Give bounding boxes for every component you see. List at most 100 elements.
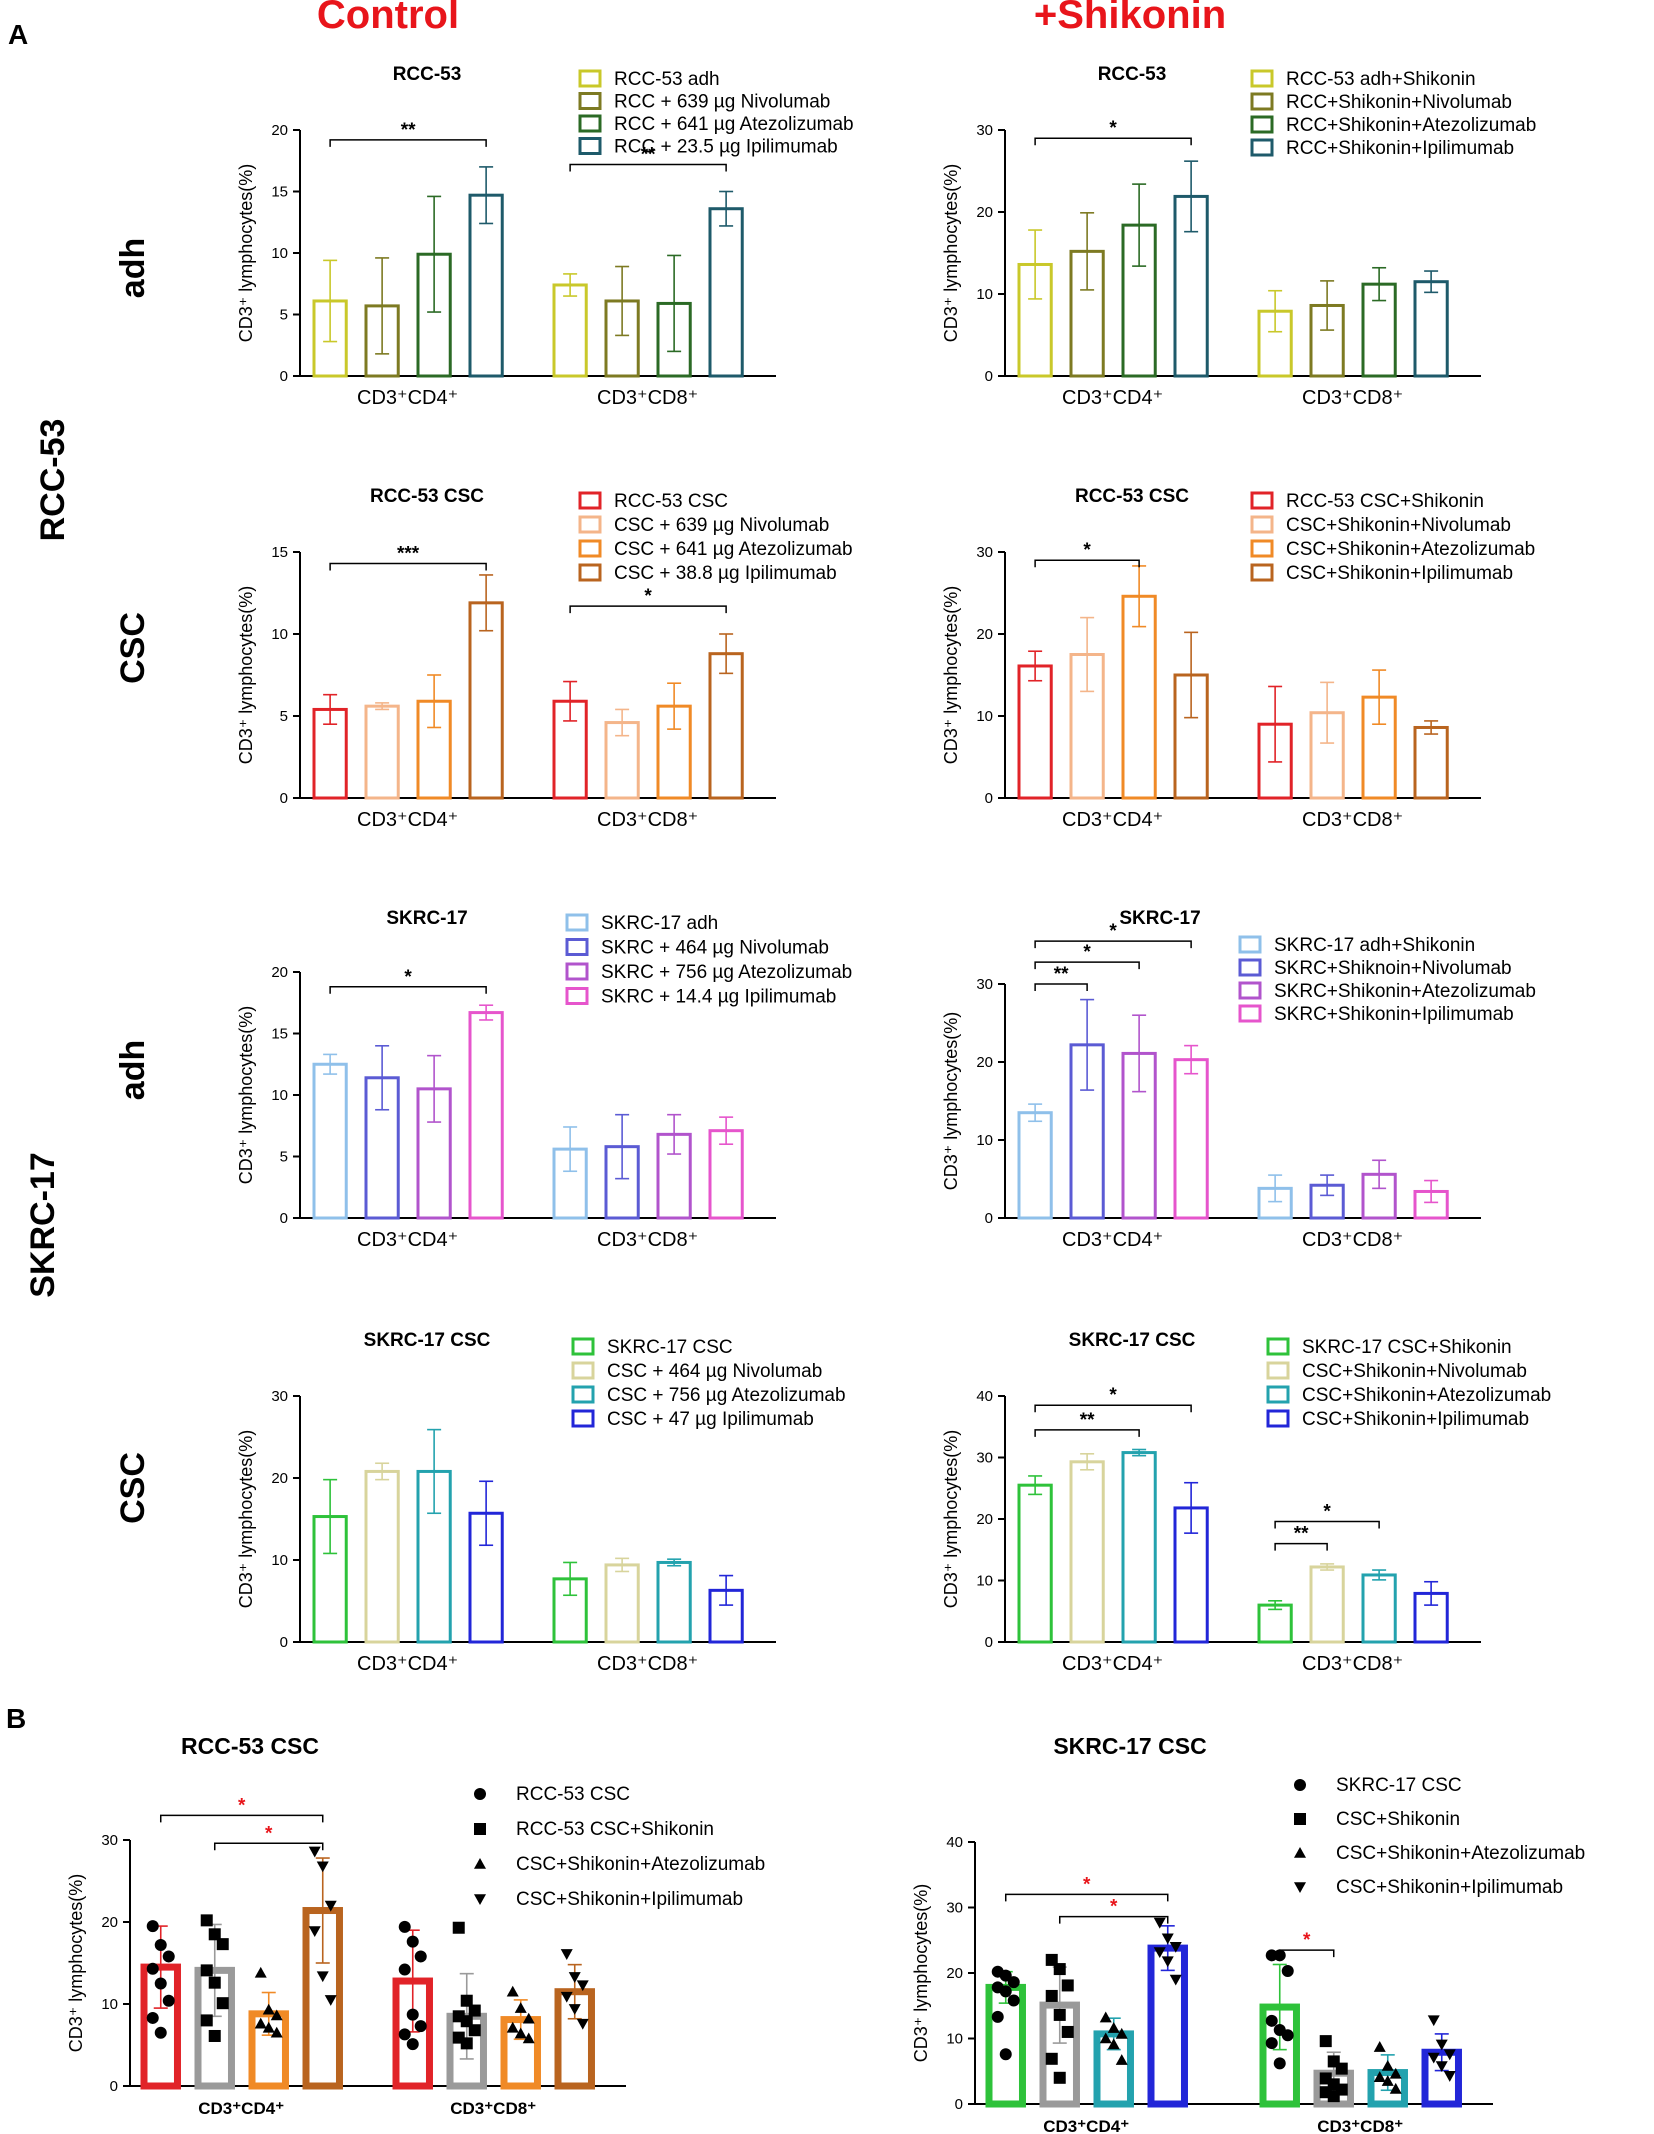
data-point (398, 2028, 411, 2041)
data-point (154, 1977, 167, 1990)
legend-label: RCC + 639 µg Nivolumab (614, 92, 830, 113)
panel-label-b: B (6, 1703, 26, 1734)
data-point (1265, 2014, 1278, 2027)
legend-swatch (578, 69, 602, 88)
significance-bracket (1034, 1404, 1192, 1413)
data-point (254, 2017, 267, 2029)
data-point (1169, 1942, 1182, 1953)
y-tick-label: 20 (976, 1511, 993, 1528)
category-label: CD3⁺CD4⁺ (1062, 809, 1163, 831)
bar (1017, 1111, 1053, 1220)
bar (468, 601, 504, 800)
legend-marker (474, 1894, 486, 1905)
significance-label: * (1083, 942, 1091, 963)
chart-title: RCC-53 CSC (181, 1733, 319, 1759)
bar (656, 1560, 692, 1644)
significance-label: * (1303, 1930, 1311, 1951)
significance-bracket (569, 605, 727, 614)
data-point (324, 1900, 337, 1912)
data-point (414, 2020, 427, 2033)
legend-swatch (1250, 69, 1274, 88)
significance-bracket (1034, 940, 1192, 949)
data-point (398, 1963, 411, 1976)
data-point (398, 1920, 411, 1933)
significance-bracket (1274, 1542, 1328, 1551)
data-point (308, 1846, 321, 1858)
y-tick-label: 40 (976, 1388, 993, 1405)
column-header-shikonin: +Shikonin (1034, 0, 1226, 37)
significance-bracket (1034, 559, 1140, 568)
y-tick-label: 20 (976, 204, 993, 221)
legend-label: RCC-53 CSC (516, 1784, 630, 1805)
column-header-control: Control (317, 0, 459, 37)
data-point (1389, 2067, 1402, 2079)
data-point (270, 2026, 283, 2038)
bar (1017, 1483, 1053, 1644)
chart-title: RCC-53 CSC (1075, 486, 1189, 507)
data-point (1381, 2060, 1394, 2071)
category-label: CD3⁺CD4⁺ (357, 809, 458, 831)
category-label: CD3⁺CD4⁺ (357, 1229, 458, 1251)
data-point (200, 1914, 213, 1927)
data-point (1381, 2075, 1394, 2086)
significance-bracket (213, 1842, 324, 1851)
data-point (208, 1976, 221, 1989)
y-tick-label: 0 (280, 1634, 288, 1651)
data-point (216, 1997, 229, 2010)
data-point (468, 2004, 481, 2017)
legend-label: CSC + 38.8 µg Ipilimumab (614, 563, 837, 584)
data-point (146, 2011, 159, 2024)
y-axis-label: CD3⁺ lymphocytes(%) (66, 1874, 86, 2053)
data-point (1273, 2057, 1286, 2070)
data-point (1373, 2071, 1386, 2082)
legend-swatch (1266, 1361, 1290, 1380)
legend-swatch (578, 563, 602, 582)
legend-label: RCC-53 CSC (614, 491, 728, 512)
legend-swatch (565, 987, 589, 1005)
bar (1361, 1573, 1397, 1644)
data-point (568, 1972, 581, 1983)
y-tick-label: 0 (985, 1634, 993, 1651)
data-point (1115, 2027, 1128, 2039)
data-point (154, 2026, 167, 2039)
legend-swatch (571, 1385, 595, 1404)
legend-swatch (1250, 563, 1274, 582)
category-label: CD3⁺CD4⁺ (357, 1653, 458, 1675)
significance-bracket (569, 163, 727, 172)
y-tick-label: 30 (976, 544, 993, 561)
data-point (216, 1938, 229, 1951)
legend-label: CSC+Shikonin+Ipilimumab (1336, 1877, 1563, 1898)
data-point (316, 1971, 329, 1983)
y-tick-label: 20 (101, 1914, 118, 1931)
y-tick-label: 30 (976, 122, 993, 139)
data-point (414, 1950, 427, 1963)
row-label-adh-rcc: adh (114, 238, 152, 298)
legend-marker (1294, 1882, 1306, 1893)
significance-label: * (644, 586, 652, 607)
legend-label: CSC + 756 µg Atezolizumab (607, 1385, 846, 1406)
significance-label: ** (1054, 964, 1069, 985)
data-point (1435, 2039, 1448, 2051)
data-point (460, 1994, 473, 2007)
bar (468, 1011, 504, 1220)
data-point (568, 2004, 581, 2015)
data-point (576, 2018, 589, 2030)
bar (708, 207, 744, 378)
data-point (262, 2003, 275, 2015)
chart-4: SKRC-17 0 5 10 15 20 CD3⁺ lymphocytes(%) CD3⁺CD… (236, 908, 852, 1251)
significance-label: * (1109, 118, 1117, 139)
category-label: CD3⁺CD4⁺ (198, 2099, 284, 2118)
data-point (1265, 2037, 1278, 2050)
data-point (162, 1950, 175, 1963)
category-label: CD3⁺CD8⁺ (597, 1653, 698, 1675)
legend-label: RCC-53 CSC+Shikonin (516, 1819, 714, 1840)
data-point (162, 1994, 175, 2007)
legend-swatch (1238, 958, 1262, 977)
data-point (1061, 1979, 1074, 1992)
significance-bracket (1278, 1949, 1335, 1958)
significance-bracket (329, 562, 487, 571)
y-tick-label: 20 (271, 964, 288, 981)
category-label: CD3⁺CD4⁺ (357, 387, 458, 409)
data-point (522, 2032, 535, 2044)
